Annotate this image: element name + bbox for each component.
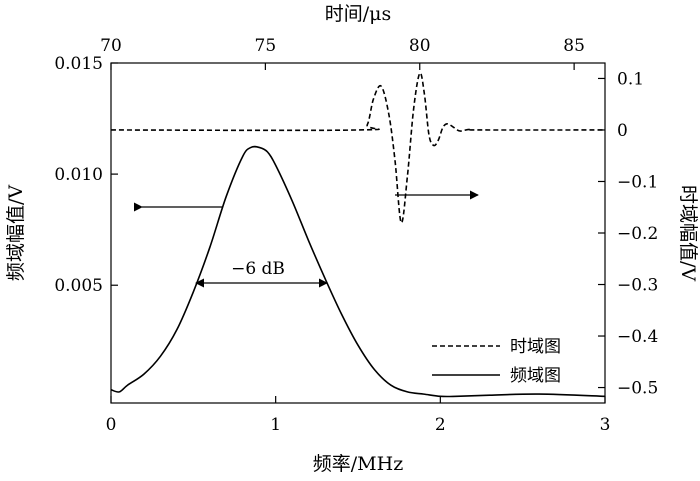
- right-y-tick-label: −0.1: [617, 172, 658, 192]
- right-y-tick-label: −0.2: [617, 224, 658, 244]
- legend-label-freq: 频域图: [510, 366, 561, 386]
- legend-label-time: 时域图: [510, 337, 561, 357]
- right-y-tick-label: −0.5: [617, 379, 658, 399]
- series-frequency-domain: [110, 145, 606, 398]
- y-axis-title: 频域幅值/V: [5, 185, 27, 281]
- top-axis-title: 时间/μs: [325, 3, 392, 25]
- top-x-tick-label: 70: [100, 36, 122, 56]
- top-x-tick-label: 85: [563, 36, 585, 56]
- right-axis-title: 时域幅值/V: [677, 185, 699, 281]
- legend: 时域图 频域图: [432, 337, 561, 386]
- right-y-tick-label: −0.4: [617, 327, 658, 347]
- x-axis-title: 频率/MHz: [313, 453, 403, 475]
- series-time-domain: [110, 72, 606, 224]
- y-tick-label: 0.015: [54, 54, 103, 74]
- x-tick-label: 1: [270, 415, 281, 435]
- right-y-tick-label: 0: [617, 121, 628, 141]
- right-y-tick-label: −0.3: [617, 276, 658, 296]
- top-x-tick-label: 75: [255, 36, 277, 56]
- right-y-tick-label: 0.1: [617, 69, 644, 89]
- x-tick-label: 2: [435, 415, 446, 435]
- x-tick-label: 0: [106, 415, 117, 435]
- x-tick-label: 3: [600, 415, 611, 435]
- y-tick-label: 0.005: [54, 276, 103, 296]
- bandwidth-label: −6 dB: [231, 259, 285, 279]
- top-x-tick-label: 80: [409, 36, 431, 56]
- y-tick-label: 0.010: [54, 165, 103, 185]
